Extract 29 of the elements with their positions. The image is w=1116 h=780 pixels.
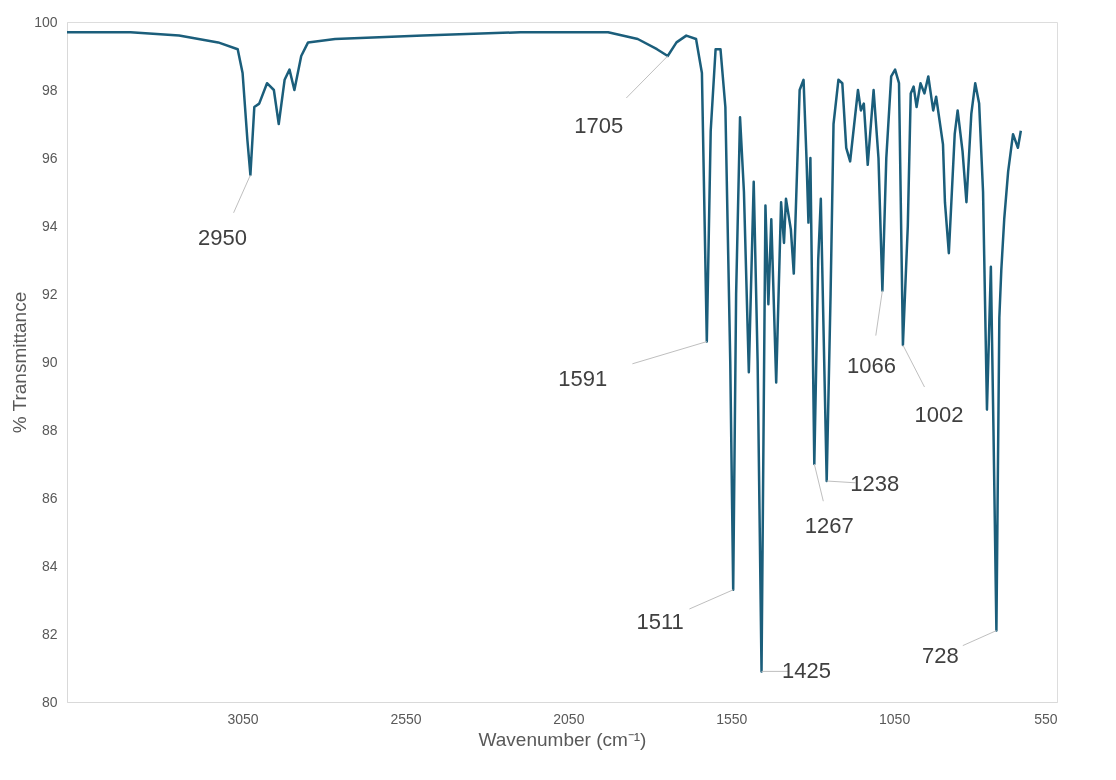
y-tick-label: 96: [41, 149, 58, 166]
x-tick-label: 3050: [227, 710, 259, 727]
x-tick-label: 1550: [716, 710, 748, 727]
y-tick-label: 84: [41, 557, 58, 574]
annotation: 1425: [782, 658, 832, 684]
y-tick-label: 82: [41, 625, 58, 642]
x-tick-label: 550: [1034, 710, 1058, 727]
x-tick-label: 2050: [553, 710, 585, 727]
annotation: 728: [922, 642, 959, 668]
annotation: 1511: [636, 608, 684, 634]
annotation: 1591: [558, 365, 608, 391]
x-tick-label: 2550: [390, 710, 422, 727]
x-tick-label: 1050: [879, 710, 911, 727]
annotation: 2950: [197, 225, 247, 250]
annotation: 1267: [804, 513, 854, 538]
y-tick-label: 90: [41, 353, 58, 370]
y-axis-title: % Transmittance: [9, 291, 31, 434]
annotation: 1002: [914, 402, 964, 427]
y-tick-label: 88: [41, 421, 58, 438]
annotation: 1066: [846, 352, 896, 378]
y-tick-label: 98: [41, 81, 58, 98]
y-tick-label: 100: [34, 13, 58, 30]
y-tick-label: 94: [41, 217, 58, 234]
y-tick-label: 86: [41, 489, 58, 506]
y-tick-label: 80: [41, 693, 58, 710]
annotation: 1238: [850, 471, 900, 496]
annotation: 1705: [574, 113, 624, 138]
x-axis-title: Wavenumber (cm⁻¹): [478, 728, 647, 750]
y-tick-label: 92: [41, 285, 58, 302]
